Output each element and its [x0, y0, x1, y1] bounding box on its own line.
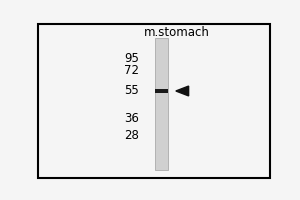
Text: 28: 28 [124, 129, 139, 142]
Polygon shape [176, 86, 189, 96]
Bar [155, 38, 168, 170]
Text: 36: 36 [124, 112, 139, 125]
Text: 95: 95 [124, 52, 139, 65]
Text: m.stomach: m.stomach [144, 26, 210, 39]
Text: 72: 72 [124, 64, 139, 77]
Bar [155, 89, 168, 93]
Text: 55: 55 [124, 84, 139, 97]
